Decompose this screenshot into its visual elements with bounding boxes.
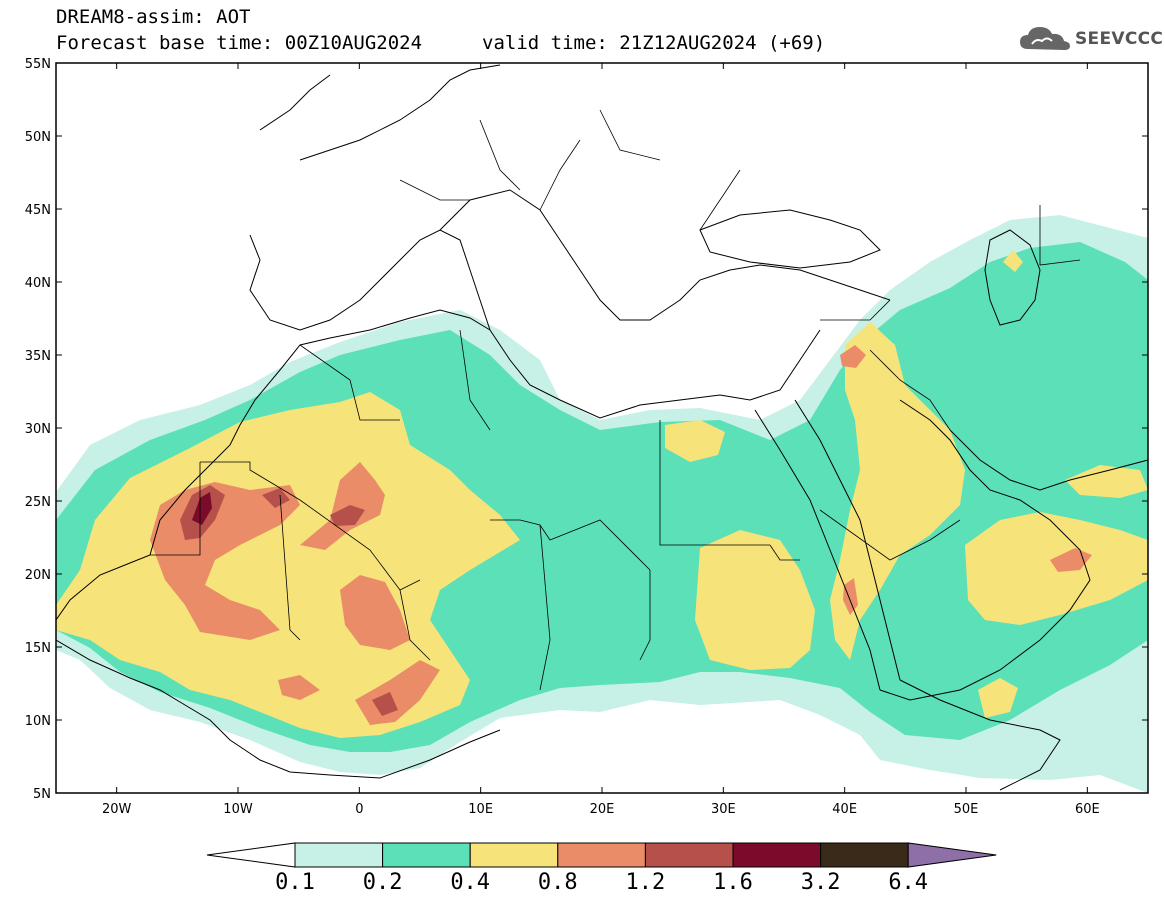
colorbar-level-label: 1.6: [713, 870, 753, 895]
lon-tick-label: 30E: [711, 802, 736, 817]
lon-tick-label: 20E: [590, 802, 615, 817]
colorbar-swatch: [557, 842, 646, 868]
map-title: DREAM8-assim: AOT: [56, 6, 251, 28]
cloud-icon: [1020, 27, 1070, 50]
lat-tick-label: 45N: [25, 203, 51, 218]
aot-band-0.4-libya: [665, 420, 725, 462]
aot-band-0.8-mali: [340, 575, 410, 650]
colorbar-level-label: 1.2: [626, 870, 666, 895]
forecast-base-time: Forecast base time: 00Z10AUG2024: [56, 32, 423, 54]
aot-band-1.6-mauritania: [192, 492, 212, 525]
aot-band-0.4-mesopotamia: [830, 322, 965, 660]
aot-band-0.8-niger: [355, 660, 440, 725]
lon-tick-label: 50E: [954, 802, 979, 817]
aot-band-0.4-iran: [1065, 465, 1148, 498]
colorbar-level-label: 0.4: [450, 870, 490, 895]
valid-time: valid time: 21Z12AUG2024 (+69): [482, 32, 826, 54]
aot-band-0.8-algeria: [300, 462, 385, 550]
colorbar-swatch: [820, 842, 909, 868]
colorbar-under-triangle: [206, 842, 296, 868]
lon-tick-label: 40E: [832, 802, 857, 817]
lat-tick-label: 20N: [25, 568, 51, 583]
colorbar: 0.1 0.2 0.4 0.8 1.2 1.6 3.2 6.4: [206, 842, 997, 895]
aot-band-0.8-red-sea: [843, 578, 858, 615]
colorbar-swatch: [732, 842, 822, 868]
lat-tick-label: 5N: [33, 787, 51, 802]
aot-band-0.4-west: [56, 392, 520, 738]
lat-tick-label: 50N: [25, 130, 51, 145]
lat-tick-label: 10N: [25, 714, 51, 729]
colorbar-swatch: [644, 842, 734, 868]
colorbar-swatch: [382, 842, 471, 868]
colorbar-swatch: [294, 842, 384, 868]
aot-band-1.2-mali: [262, 488, 290, 508]
lat-tick-label: 40N: [25, 276, 51, 291]
colorbar-level-label: 6.4: [888, 870, 928, 895]
lat-tick-label: 25N: [25, 495, 51, 510]
coastlines: [56, 64, 1148, 791]
lon-tick-label: 10E: [468, 802, 493, 817]
lon-tick-label: 60E: [1075, 802, 1100, 817]
aot-band-1.2-algeria: [330, 505, 365, 526]
lon-tick-label: 10W: [223, 802, 253, 817]
country-borders: [150, 109, 1081, 691]
lat-tick-label: 35N: [25, 349, 51, 364]
latitude-axis: 55N 50N 45N 40N 35N 30N 25N 20N 15N 10N 5N: [25, 57, 1148, 802]
aot-band-0.4-somalia: [978, 678, 1018, 718]
colorbar-swatch: [469, 842, 559, 868]
colorbar-level-label: 0.1: [275, 870, 315, 895]
colorbar-level-label: 0.8: [538, 870, 578, 895]
longitude-axis: 20W 10W 0 10E 20E 30E 40E 50E 60E: [102, 63, 1100, 817]
aot-band-0.8-sahel: [278, 675, 320, 700]
lat-tick-label: 15N: [25, 641, 51, 656]
aot-field: [56, 63, 1148, 793]
aot-band-0.8-iraq: [840, 345, 866, 368]
lon-tick-label: 0: [355, 802, 363, 817]
colorbar-level-label: 3.2: [801, 870, 841, 895]
aot-band-1.2-niger: [372, 692, 398, 716]
seevccc-logo: SEEVCCC: [1018, 24, 1163, 54]
colorbar-level-label: 0.2: [363, 870, 403, 895]
lat-tick-label: 55N: [25, 57, 51, 72]
aot-band-0.4-sudan: [695, 530, 815, 670]
colorbar-over-triangle: [907, 842, 997, 868]
lat-tick-label: 30N: [25, 422, 51, 437]
aot-band-0.4-caspian: [1003, 250, 1023, 272]
logo-text: SEEVCCC: [1075, 29, 1164, 49]
lon-tick-label: 20W: [102, 802, 132, 817]
